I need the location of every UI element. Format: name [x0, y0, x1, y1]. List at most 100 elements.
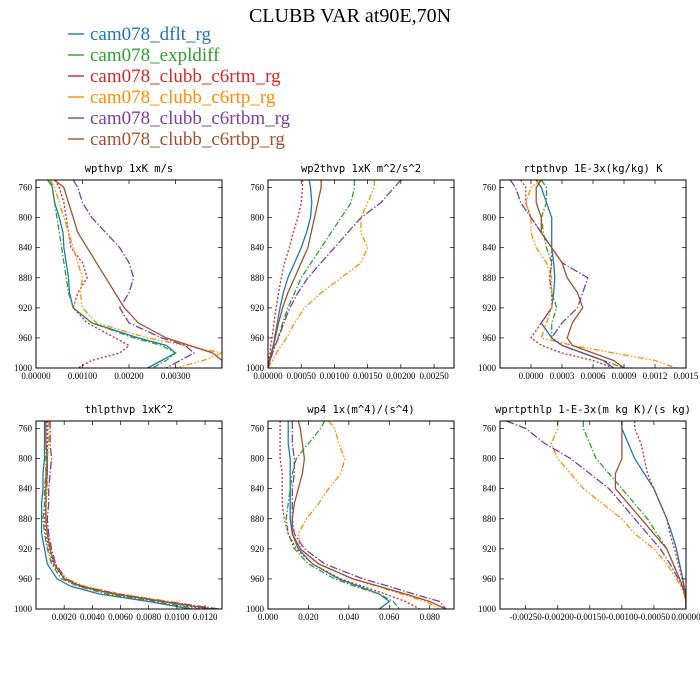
- series-line: [72, 180, 196, 368]
- x-tick-label: 0.00000: [21, 371, 51, 381]
- panel: wp2thvp 1xK m^2/s^2 760 800 840 880 920 960 100…: [246, 163, 455, 381]
- y-tick-label: 800: [19, 213, 33, 223]
- y-tick-label: 920: [19, 544, 33, 554]
- series-line: [285, 421, 400, 609]
- y-tick-label: 880: [483, 273, 497, 283]
- x-tick-label: 0.00000: [253, 371, 283, 381]
- x-tick-label: -0.00100: [606, 612, 639, 622]
- panel-title: wpthvp 1xK m/s: [85, 163, 174, 175]
- y-tick-label: 800: [251, 454, 265, 464]
- series-line: [268, 180, 402, 368]
- series-line: [46, 421, 220, 609]
- series-line: [54, 180, 222, 368]
- y-tick-label: 920: [483, 303, 497, 313]
- series-line: [268, 180, 322, 368]
- y-tick-label: 1000: [246, 363, 265, 373]
- series-line: [291, 421, 447, 609]
- panel-title: wp4 1x(m^4)/(s^4): [307, 404, 414, 416]
- y-tick-label: 840: [483, 243, 497, 253]
- y-tick-label: 960: [251, 574, 265, 584]
- y-tick-label: 1000: [14, 604, 33, 614]
- x-tick-label: 0.00100: [320, 371, 350, 381]
- x-tick-label: 0.00200: [114, 371, 144, 381]
- x-tick-label: 0.0100: [165, 612, 190, 622]
- x-tick-label: -0.00150: [574, 612, 607, 622]
- panel: rtpthvp 1E-3x(kg/kg) K 760 800 840 880 920 960…: [478, 163, 699, 381]
- series-line: [42, 421, 199, 609]
- x-tick-label: 0.00050: [287, 371, 317, 381]
- y-tick-label: 800: [483, 213, 497, 223]
- x-tick-label: -0.00250: [510, 612, 543, 622]
- plot-frame: [35, 179, 223, 369]
- x-tick-label: -0.00200: [542, 612, 575, 622]
- plot-frame: [499, 420, 687, 610]
- series-line: [268, 180, 356, 368]
- x-tick-label: 0.0015: [674, 371, 699, 381]
- series-line: [520, 180, 614, 368]
- x-tick-label: 0.00150: [353, 371, 383, 381]
- y-tick-label: 880: [19, 273, 33, 283]
- plot-frame: [267, 420, 455, 610]
- legend-entry: cam078_clubb_c6rtp_rg: [90, 87, 276, 108]
- x-tick-label: 0.00100: [68, 371, 98, 381]
- x-tick-label: 0.020: [298, 612, 319, 622]
- y-tick-label: 800: [483, 454, 497, 464]
- y-tick-label: 880: [251, 514, 265, 524]
- y-tick-label: 880: [483, 514, 497, 524]
- panel-title: wp2thvp 1xK m^2/s^2: [301, 163, 421, 175]
- x-tick-label: -0.00050: [638, 612, 671, 622]
- legend-entry: cam078_expldiff: [90, 45, 220, 66]
- figure-title: CLUBB VAR at90E,70N: [249, 5, 451, 27]
- series-line: [506, 421, 686, 609]
- series-line: [49, 180, 177, 368]
- y-tick-label: 760: [483, 424, 497, 434]
- plot-frame: [267, 179, 455, 369]
- y-tick-label: 960: [251, 333, 265, 343]
- x-tick-label: 0.00300: [161, 371, 191, 381]
- series-line: [535, 180, 615, 368]
- panel-grid: wpthvp 1xK m/s76080084088092096010000.00…: [14, 163, 700, 622]
- y-tick-label: 920: [251, 303, 265, 313]
- series-line: [45, 421, 213, 609]
- panel: wprtpthlp 1-E-3x(m kg K)/(s kg) 760 800 840…: [478, 404, 700, 622]
- series-line: [49, 180, 222, 368]
- legend-entry: cam078_clubb_c6rtbp_rg: [90, 129, 285, 150]
- x-tick-label: 0.040: [339, 612, 360, 622]
- series-line: [550, 421, 686, 609]
- y-tick-label: 1000: [478, 604, 497, 614]
- y-tick-label: 840: [251, 484, 265, 494]
- y-tick-label: 1000: [246, 604, 265, 614]
- y-tick-label: 960: [483, 574, 497, 584]
- series-line: [614, 421, 686, 609]
- panel: wpthvp 1xK m/s76080084088092096010000.00…: [14, 163, 223, 381]
- y-tick-label: 960: [19, 333, 33, 343]
- series-line: [268, 180, 304, 368]
- y-tick-label: 760: [251, 424, 265, 434]
- y-tick-label: 1000: [14, 363, 33, 373]
- y-tick-label: 1000: [478, 363, 497, 373]
- x-tick-label: 0.0012: [643, 371, 668, 381]
- panel-title: rtpthvp 1E-3x(kg/kg) K: [523, 163, 663, 175]
- y-tick-label: 760: [483, 183, 497, 193]
- series-line: [279, 421, 420, 609]
- series-line: [291, 421, 447, 609]
- y-tick-label: 760: [19, 183, 33, 193]
- legend-entry: cam078_clubb_c6rtm_rg: [90, 66, 281, 87]
- y-tick-label: 880: [19, 514, 33, 524]
- x-tick-label: 0.00250: [419, 371, 449, 381]
- series-line: [525, 180, 676, 368]
- series-line: [297, 421, 441, 609]
- series-line: [540, 180, 625, 368]
- x-tick-label: 0.000: [258, 612, 279, 622]
- x-tick-label: 0.0000: [519, 371, 544, 381]
- y-tick-label: 760: [251, 183, 265, 193]
- y-tick-label: 800: [19, 454, 33, 464]
- legend-entry: cam078_clubb_c6rtbm_rg: [90, 108, 291, 129]
- x-tick-label: 0.0003: [550, 371, 575, 381]
- series-line: [54, 180, 131, 368]
- panel: wp4 1x(m^4)/(s^4)76080084088092096010000…: [246, 404, 455, 622]
- y-tick-label: 840: [19, 484, 33, 494]
- x-tick-label: 0.00000: [671, 612, 700, 622]
- legend: cam078_dflt_rgcam078_expldiffcam078_club…: [68, 24, 291, 150]
